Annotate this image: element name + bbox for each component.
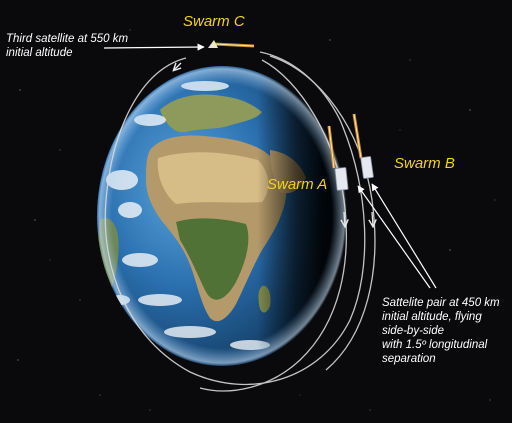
swarm-a-label: Swarm A [267,176,328,193]
annotation-line: initial altitude, flying [382,311,482,323]
starfield [17,29,496,411]
satellite-swarm-a [327,125,349,191]
annotation-line: separation [382,353,436,365]
orbit-b-arrow-icon [372,211,373,226]
annotation-line: with 1.5º longitudinal [382,339,488,351]
satellite-swarm-c [208,40,255,48]
satellite-pair-annotation: Sattelite pair at 450 km initial altitud… [382,296,500,366]
pointer-pair-a [357,185,431,289]
orbit-swarm-a [199,59,347,392]
third-satellite-annotation: Third satellite at 550 km initial altitu… [6,32,128,60]
earth-globe [97,66,347,366]
pointer-pair-b [371,183,437,289]
orbit-c-arrow-icon [174,62,182,70]
annotation-line: side-by-side [382,325,444,337]
satellite-swarm-b [352,113,374,179]
orbit-swarm-b [269,55,376,371]
orbit-paths [104,51,376,392]
swarm-c-label: Swarm C [183,13,245,30]
annotation-line: Third satellite at 550 km [6,33,129,45]
orbit-a-arrow-icon [344,211,345,226]
swarm-b-label: Swarm B [394,155,455,172]
orbit-direction-arrows [174,62,373,226]
pointer-swarm-c [103,43,205,51]
annotation-line: initial altitude [6,47,73,59]
annotation-pointers [103,43,437,289]
annotation-line: Sattelite pair at 450 km [382,297,500,309]
